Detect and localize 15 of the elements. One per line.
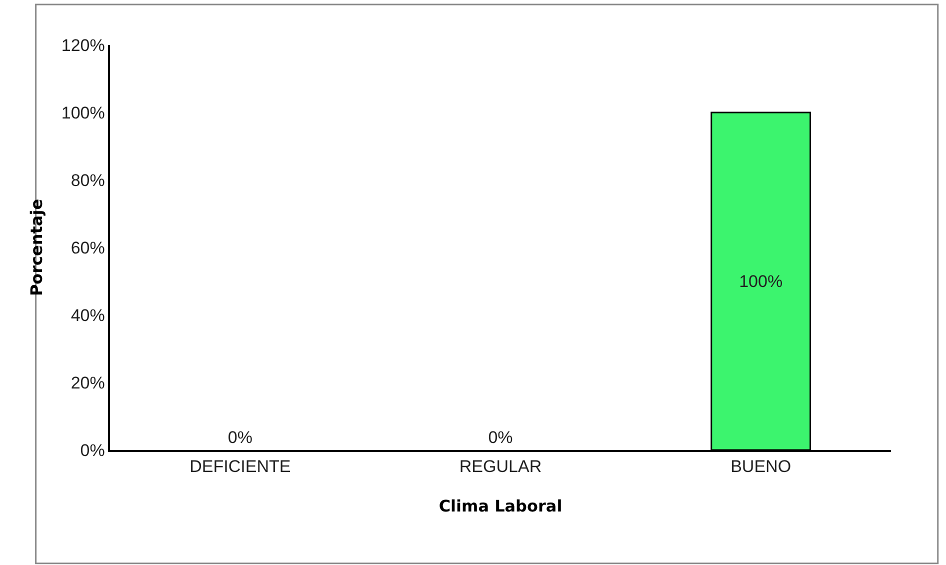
x-tick-label: REGULAR: [459, 457, 542, 476]
data-label: 0%: [228, 428, 252, 447]
y-axis-title: Porcentaje: [26, 198, 46, 296]
data-label: 0%: [488, 428, 513, 447]
y-tick-label: 40%: [70, 306, 105, 325]
x-tick-label: BUENO: [730, 457, 792, 476]
y-tick-label: 20%: [70, 373, 105, 392]
y-tick-label: 100%: [61, 103, 105, 122]
data-label: 100%: [739, 272, 783, 291]
y-tick-label: 80%: [70, 170, 105, 190]
x-axis-title: Clima Laboral: [438, 496, 562, 516]
y-tick-label: 60%: [70, 238, 105, 258]
y-tick-label: 120%: [61, 36, 105, 55]
x-tick-label: DEFICIENTE: [190, 457, 291, 476]
y-tick-label: 0%: [80, 440, 105, 460]
